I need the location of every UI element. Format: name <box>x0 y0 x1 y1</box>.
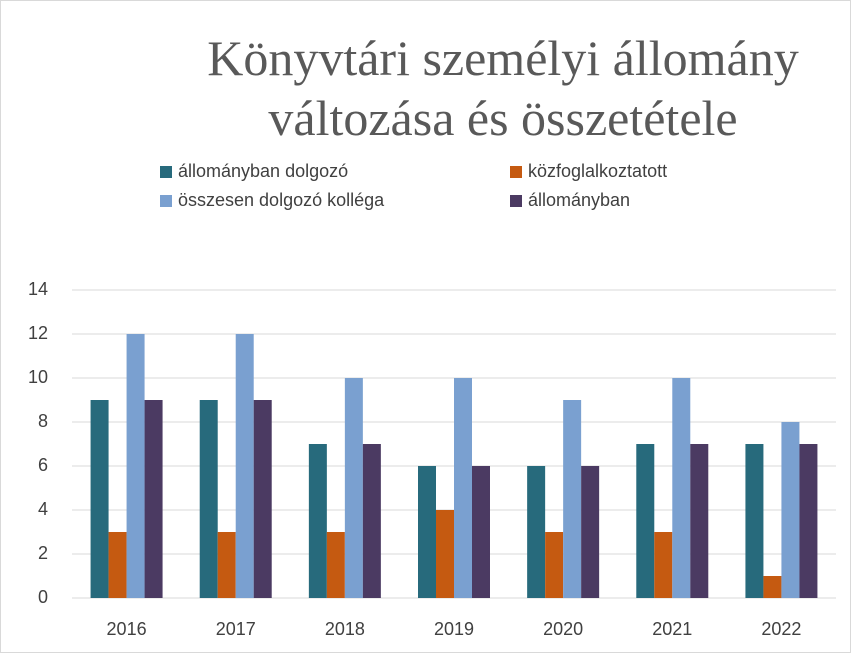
bar <box>781 422 800 598</box>
y-tick-label: 6 <box>38 455 48 475</box>
bar <box>308 444 327 598</box>
legend-swatch <box>510 166 522 178</box>
y-tick-label: 10 <box>28 367 48 387</box>
bar <box>763 576 782 598</box>
bar <box>326 532 345 598</box>
bar <box>90 400 109 598</box>
bar <box>745 444 764 598</box>
bar <box>436 510 454 598</box>
bar <box>418 466 436 598</box>
x-tick-label: 2021 <box>652 619 692 639</box>
bar <box>144 400 163 598</box>
bar <box>344 378 363 598</box>
bar <box>636 444 655 598</box>
bar <box>126 334 145 598</box>
x-tick-label: 2019 <box>434 619 474 639</box>
bar <box>108 532 127 598</box>
bar <box>654 532 673 598</box>
bar <box>199 400 218 598</box>
bar <box>454 378 472 598</box>
bar <box>563 400 582 598</box>
legend-label: összesen dolgozó kolléga <box>178 190 385 210</box>
x-tick-label: 2020 <box>543 619 583 639</box>
legend-label: állományban dolgozó <box>178 161 348 181</box>
legend-label: állományban <box>528 190 630 210</box>
y-tick-label: 8 <box>38 411 48 431</box>
bar <box>581 466 600 598</box>
bar <box>690 444 709 598</box>
y-tick-label: 2 <box>38 543 48 563</box>
y-tick-label: 4 <box>38 499 48 519</box>
bar <box>672 378 691 598</box>
bar <box>472 466 490 598</box>
chart-title: Könyvtári személyi állomány változása és… <box>207 30 799 146</box>
y-tick-label: 14 <box>28 279 48 299</box>
x-tick-label: 2022 <box>761 619 801 639</box>
bar <box>527 466 546 598</box>
bar <box>235 334 254 598</box>
y-tick-label: 12 <box>28 323 48 343</box>
x-tick-label: 2016 <box>107 619 147 639</box>
bar <box>799 444 818 598</box>
bar <box>217 532 236 598</box>
x-tick-label: 2018 <box>325 619 365 639</box>
legend-swatch <box>510 195 522 207</box>
y-tick-label: 0 <box>38 587 48 607</box>
legend-label: közfoglalkoztatott <box>528 161 667 181</box>
x-tick-label: 2017 <box>216 619 256 639</box>
bar <box>253 400 272 598</box>
bar <box>362 444 381 598</box>
legend-swatch <box>160 166 172 178</box>
bar <box>545 532 564 598</box>
legend-swatch <box>160 195 172 207</box>
